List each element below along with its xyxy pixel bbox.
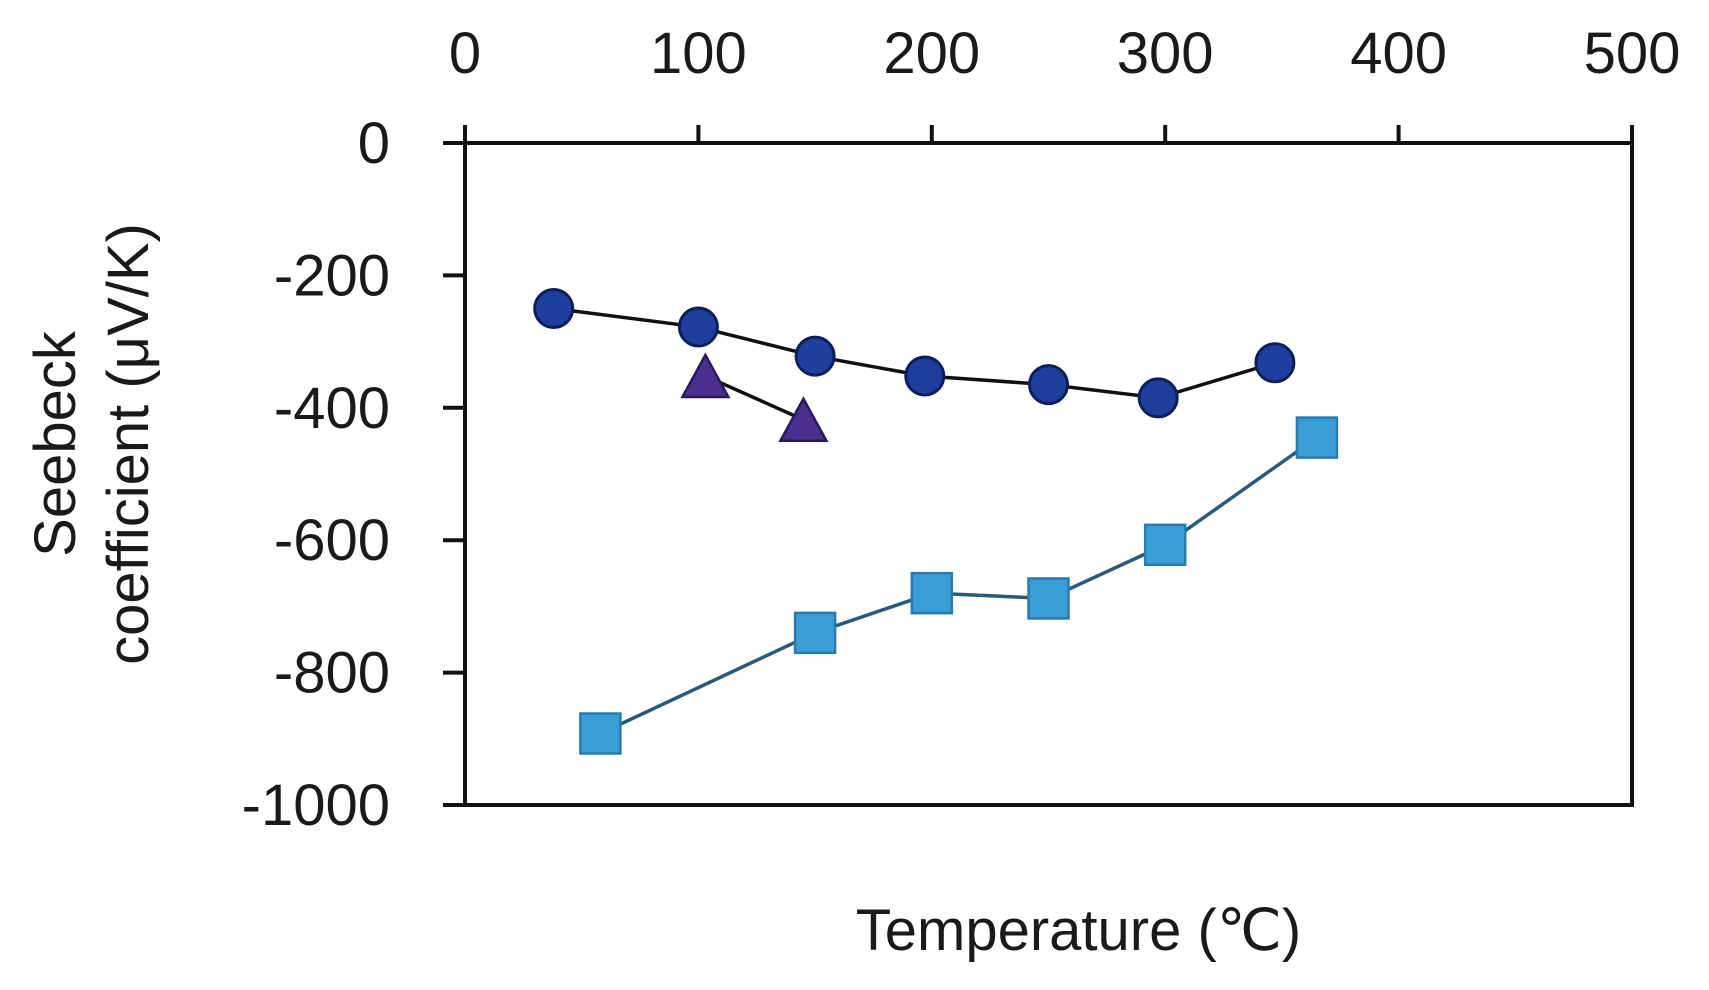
y-tick-label: -1000 xyxy=(242,773,390,838)
y-axis-title-line-2: coefficient (μV/K) xyxy=(96,223,161,665)
x-tick-label: 0 xyxy=(449,21,481,86)
data-point-triangle xyxy=(778,396,829,442)
data-point-square xyxy=(910,571,954,615)
series-triangles xyxy=(680,352,829,442)
data-point-circle xyxy=(1137,377,1179,419)
series-circles xyxy=(533,288,1296,419)
x-tick-label: 400 xyxy=(1350,21,1447,86)
series-squares xyxy=(579,416,1339,755)
data-point-square xyxy=(793,611,837,655)
data-point-circle xyxy=(533,288,575,329)
x-tick-label: 500 xyxy=(1584,21,1681,86)
y-tick-label: -200 xyxy=(274,243,390,308)
y-axis-ticks: 0 -200 -400 -600 -800 -1000 xyxy=(242,111,465,838)
x-tick-label: 100 xyxy=(650,21,747,86)
x-tick-label: 200 xyxy=(883,21,980,86)
y-tick-label: -600 xyxy=(274,508,390,573)
data-point-square xyxy=(1143,523,1187,567)
plot-area xyxy=(463,141,1634,807)
x-axis-ticks: 0 100 200 300 400 500 xyxy=(449,21,1681,143)
y-tick-label: 0 xyxy=(358,111,390,176)
data-point-circle xyxy=(677,306,719,348)
y-tick-label: -400 xyxy=(274,376,390,441)
data-point-circle xyxy=(1254,342,1296,384)
data-point-square xyxy=(1295,416,1339,459)
y-axis-title-line-1: Seebeck xyxy=(23,330,88,557)
data-point-square xyxy=(579,712,622,755)
x-tick-label: 300 xyxy=(1117,21,1214,86)
data-point-circle xyxy=(1028,364,1069,406)
y-tick-label: -800 xyxy=(274,641,390,706)
data-point-circle xyxy=(794,335,836,377)
series-layer xyxy=(533,288,1339,755)
data-point-square xyxy=(1027,577,1070,620)
data-point-circle xyxy=(904,355,946,397)
series-line-squares xyxy=(599,436,1318,736)
x-axis-title: Temperature (℃) xyxy=(856,898,1301,963)
data-point-triangle xyxy=(680,352,731,399)
